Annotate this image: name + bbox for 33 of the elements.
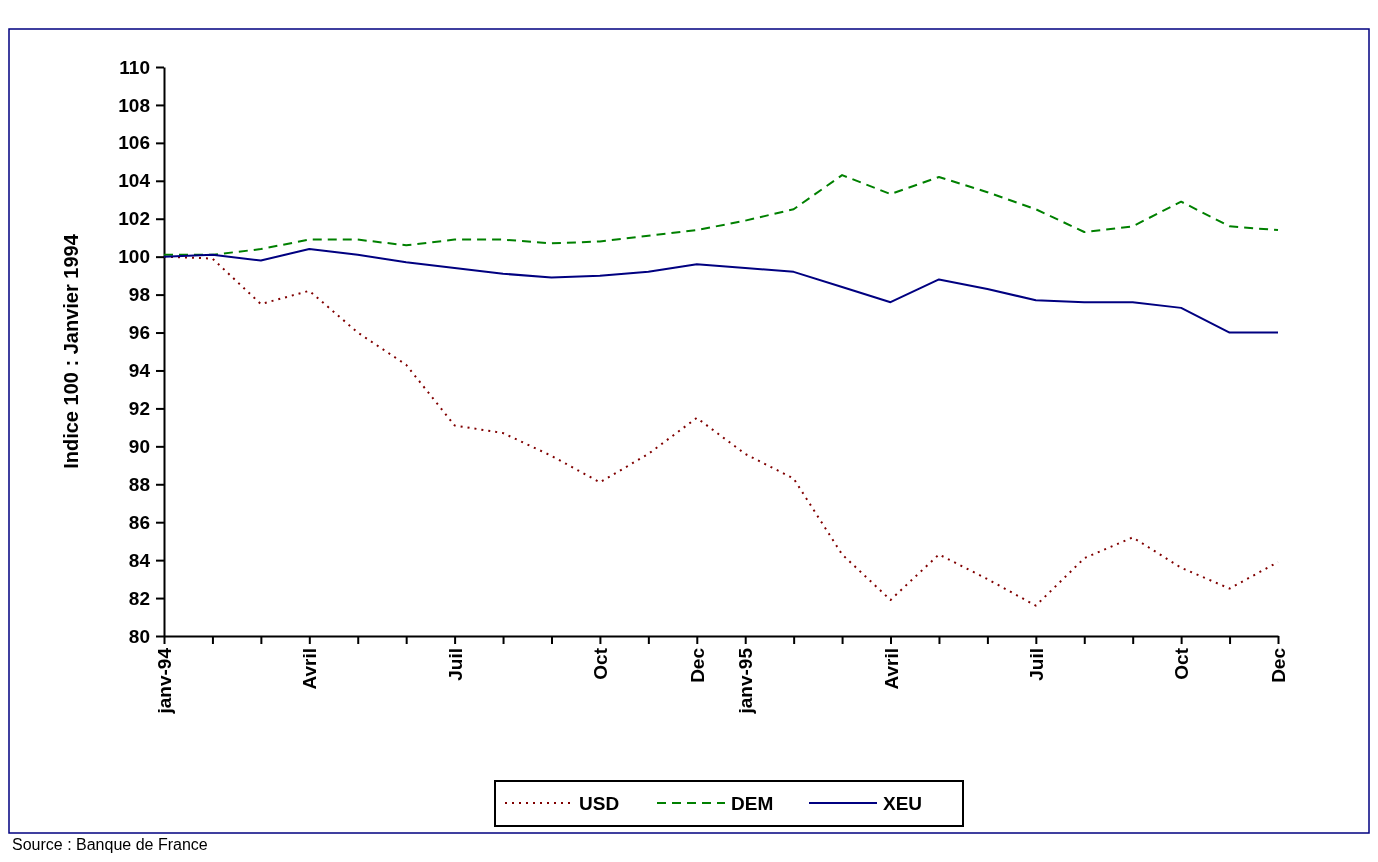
y-tick-label: 84 [128,549,151,571]
x-tick-label: Juil [444,648,466,681]
y-tick-label: 86 [128,511,150,533]
y-tick-label: 92 [128,397,150,419]
y-tick-label: 96 [128,322,150,344]
y-tick-label: 108 [118,94,150,116]
y-axis-title: Indice 100 : Janvier 1994 [60,233,82,469]
y-tick-label: 88 [128,473,150,495]
y-tick-label: 98 [128,284,150,306]
x-tick-label: Dec [686,647,708,683]
legend-label: DEM [731,792,774,814]
y-tick-label: 94 [128,360,151,382]
y-tick-label: 110 [119,56,150,78]
x-tick-label: janv-95 [735,647,757,715]
y-tick-label: 102 [118,208,150,230]
y-tick-label: 90 [128,435,150,457]
x-tick-label: janv-94 [154,647,176,715]
x-tick-label: Dec [1268,647,1290,683]
y-tick-label: 104 [118,170,151,192]
line-series [163,174,1279,256]
source-note: Source : Banque de France [12,836,208,853]
legend-label: USD [579,792,620,814]
x-tick-label: Oct [1171,647,1193,680]
x-tick-label: Oct [590,647,612,680]
y-tick-label: 100 [118,246,150,268]
y-tick-label: 80 [128,625,150,647]
x-tick-label: Avril [299,648,321,690]
legend-label: XEU [883,792,923,814]
y-tick-label: 106 [118,132,150,154]
y-tick-label: 82 [128,587,150,609]
x-tick-label: Juil [1025,648,1047,681]
line-series [163,248,1279,334]
x-tick-label: Avril [880,648,902,690]
